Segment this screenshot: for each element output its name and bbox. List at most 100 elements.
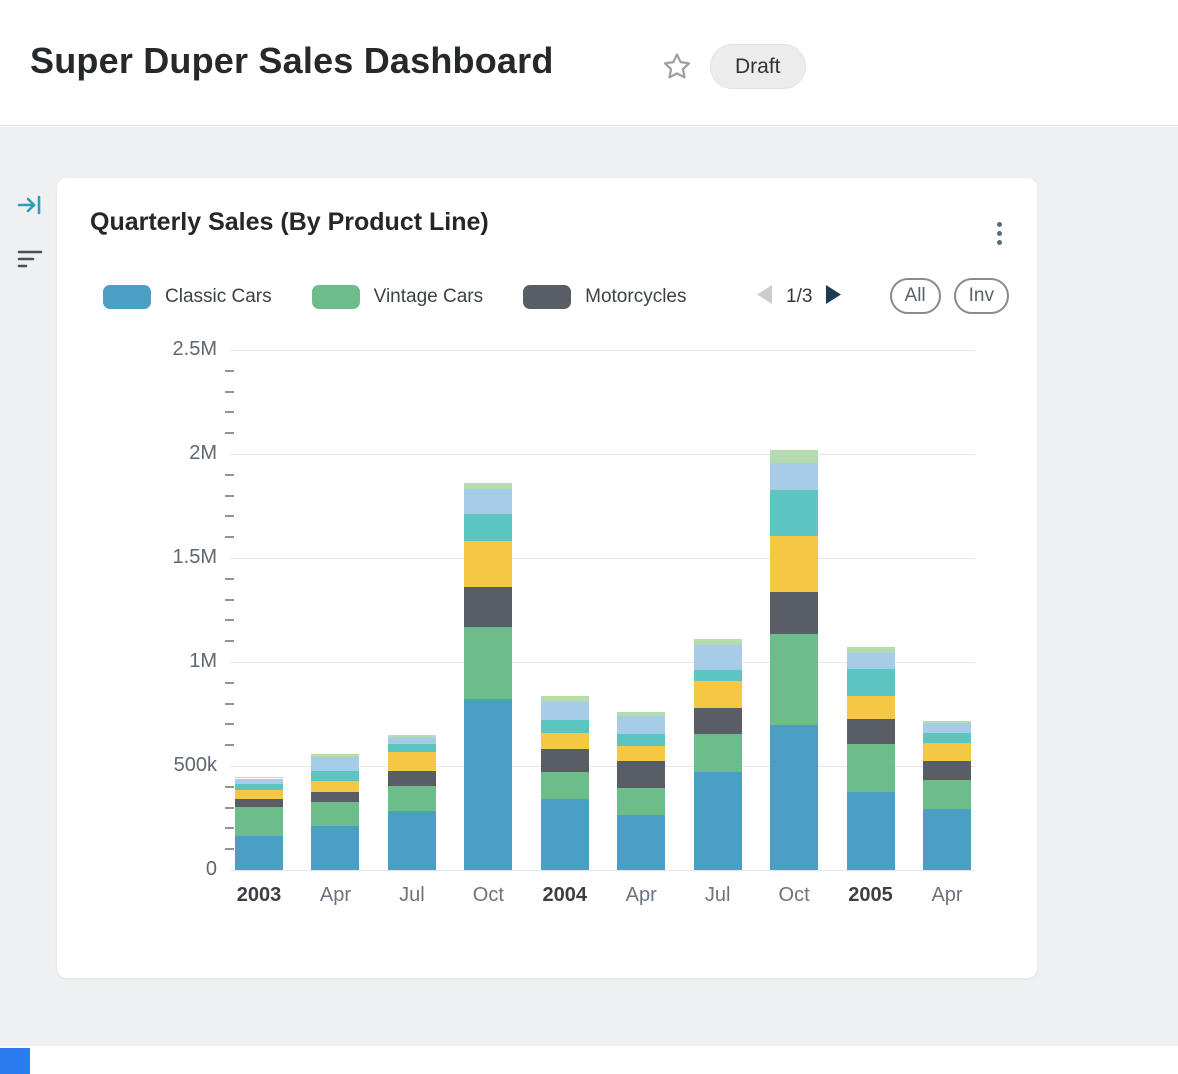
bar-segment-unlabeled-lightgreen[interactable] — [770, 449, 819, 464]
stacked-bar-Apr[interactable] — [311, 753, 360, 870]
bar-segment-unlabeled-teal[interactable] — [693, 670, 742, 681]
bar-segment-Classic Cars[interactable] — [770, 725, 819, 870]
stacked-bar-Oct[interactable] — [464, 483, 513, 870]
bar-segment-unlabeled-lightblue[interactable] — [617, 716, 666, 734]
bar-segment-unlabeled-lightgreen[interactable] — [387, 735, 436, 737]
filter-icon[interactable] — [16, 246, 44, 272]
bar-segment-Vintage Cars[interactable] — [693, 733, 742, 773]
bar-segment-unlabeled-lightblue[interactable] — [464, 489, 513, 515]
bar-segment-unlabeled-lightgreen[interactable] — [693, 639, 742, 646]
next-page-icon[interactable] — [826, 285, 842, 309]
bar-segment-unlabeled-yellow[interactable] — [311, 780, 360, 792]
bar-segment-Classic Cars[interactable] — [311, 826, 360, 870]
bar-segment-unlabeled-lightblue[interactable] — [311, 756, 360, 772]
bar-segment-Vintage Cars[interactable] — [846, 744, 895, 792]
stacked-bar-2004[interactable] — [540, 696, 589, 870]
bottom-left-blue-element[interactable] — [0, 1048, 30, 1074]
legend-item-classic-cars[interactable]: Classic Cars — [103, 285, 272, 309]
bar-segment-Vintage Cars[interactable] — [235, 806, 283, 836]
bar-segment-Motorcycles[interactable] — [311, 792, 360, 803]
bar-segment-unlabeled-lightblue[interactable] — [235, 778, 283, 784]
stacked-bar-2003[interactable] — [235, 776, 283, 870]
bar-segment-unlabeled-yellow[interactable] — [693, 680, 742, 708]
bar-segment-unlabeled-yellow[interactable] — [464, 541, 513, 588]
bar-segment-unlabeled-lightblue[interactable] — [693, 645, 742, 671]
bar-segment-Classic Cars[interactable] — [235, 835, 283, 870]
stacked-bar-Jul[interactable] — [693, 639, 742, 870]
stacked-bar-Oct[interactable] — [770, 449, 819, 870]
bar-segment-Motorcycles[interactable] — [770, 592, 819, 634]
filter-inv-button[interactable]: Inv — [953, 278, 1009, 314]
legend-item-motorcycles[interactable]: Motorcycles — [523, 285, 686, 309]
bar-segment-Vintage Cars[interactable] — [617, 787, 666, 815]
bar-segment-unlabeled-lightgreen[interactable] — [846, 647, 895, 653]
bar-segment-Classic Cars[interactable] — [464, 699, 513, 870]
legend: Classic Cars Vintage Cars Motorcycles — [103, 282, 686, 312]
bar-segment-unlabeled-yellow[interactable] — [540, 732, 589, 750]
bar-segment-Motorcycles[interactable] — [693, 707, 742, 734]
kebab-menu-icon[interactable] — [991, 222, 1007, 254]
bar-segment-unlabeled-lightblue[interactable] — [846, 652, 895, 670]
x-axis-tick-label: Apr — [319, 884, 351, 906]
legend-swatch-motorcycles — [523, 285, 572, 309]
bar-segment-Vintage Cars[interactable] — [770, 633, 819, 726]
bar-segment-Vintage Cars[interactable] — [540, 772, 589, 800]
bar-segment-unlabeled-yellow[interactable] — [617, 746, 666, 761]
bar-segment-unlabeled-lightblue[interactable] — [387, 736, 436, 745]
bar-segment-unlabeled-teal[interactable] — [770, 490, 819, 537]
bar-segment-Motorcycles[interactable] — [540, 749, 589, 773]
stacked-bar-2005[interactable] — [846, 647, 895, 870]
filter-all-button[interactable]: All — [889, 278, 941, 314]
bar-segment-Motorcycles[interactable] — [846, 719, 895, 745]
bar-segment-Vintage Cars[interactable] — [923, 779, 971, 809]
bar-segment-Classic Cars[interactable] — [387, 810, 436, 870]
bar-segment-unlabeled-yellow[interactable] — [770, 536, 819, 593]
bar-segment-Vintage Cars[interactable] — [464, 626, 513, 700]
bar-segment-Classic Cars[interactable] — [923, 808, 971, 870]
bar-segment-unlabeled-lightblue[interactable] — [923, 723, 971, 733]
bar-segment-unlabeled-yellow[interactable] — [923, 743, 971, 761]
bar-segment-Motorcycles[interactable] — [235, 799, 283, 807]
bar-segment-unlabeled-lightgreen[interactable] — [235, 776, 283, 779]
bar-segment-unlabeled-lightgreen[interactable] — [923, 721, 971, 724]
chart-plot-area[interactable]: 2.5M 2M 1.5M 1M 500k 0 2003 Apr Jul Oct 2004 Apr Jul… — [173, 338, 975, 906]
bar-segment-Motorcycles[interactable] — [387, 771, 436, 786]
bar-segment-unlabeled-teal[interactable] — [617, 733, 666, 747]
bar-segment-Motorcycles[interactable] — [464, 587, 513, 627]
bar-segment-unlabeled-yellow[interactable] — [846, 696, 895, 720]
stacked-bar-Apr[interactable] — [923, 721, 971, 870]
prev-page-icon[interactable] — [757, 285, 772, 309]
bar-segment-unlabeled-teal[interactable] — [387, 744, 436, 753]
bar-segment-unlabeled-lightgreen[interactable] — [311, 753, 360, 757]
star-icon[interactable] — [660, 50, 694, 84]
bar-segment-unlabeled-lightgreen[interactable] — [464, 483, 513, 490]
bar-segment-unlabeled-teal[interactable] — [235, 783, 283, 790]
x-axis-tick-label: Apr — [625, 884, 657, 906]
bar-segment-unlabeled-teal[interactable] — [846, 669, 895, 697]
bar-segment-Motorcycles[interactable] — [923, 760, 971, 780]
bar-segment-Classic Cars[interactable] — [846, 792, 895, 870]
chart-title: Quarterly Sales (By Product Line) — [90, 208, 489, 236]
bar-segment-unlabeled-yellow[interactable] — [387, 752, 436, 772]
bar-segment-unlabeled-teal[interactable] — [464, 514, 513, 542]
bar-segment-unlabeled-teal[interactable] — [540, 720, 589, 733]
bar-segment-unlabeled-lightblue[interactable] — [770, 463, 819, 491]
bar-segment-Classic Cars[interactable] — [540, 799, 589, 870]
collapse-panel-icon[interactable] — [16, 192, 44, 218]
y-axis-minor-tick — [225, 723, 234, 726]
bar-segment-unlabeled-teal[interactable] — [923, 732, 971, 744]
bar-segment-Vintage Cars[interactable] — [387, 785, 436, 811]
bar-segment-Classic Cars[interactable] — [617, 814, 666, 870]
bar-segment-Motorcycles[interactable] — [617, 760, 666, 788]
bar-segment-unlabeled-lightgreen[interactable] — [540, 696, 589, 702]
bar-segment-unlabeled-teal[interactable] — [311, 771, 360, 781]
stacked-bar-Jul[interactable] — [387, 735, 436, 870]
legend-item-vintage-cars[interactable]: Vintage Cars — [311, 285, 483, 309]
bar-segment-unlabeled-yellow[interactable] — [235, 789, 283, 800]
stacked-bar-Apr[interactable] — [617, 711, 666, 870]
bar-segment-Vintage Cars[interactable] — [311, 802, 360, 827]
bar-segment-Classic Cars[interactable] — [693, 772, 742, 870]
bar-segment-unlabeled-lightblue[interactable] — [540, 701, 589, 721]
bar-segment-unlabeled-lightgreen[interactable] — [617, 711, 666, 717]
